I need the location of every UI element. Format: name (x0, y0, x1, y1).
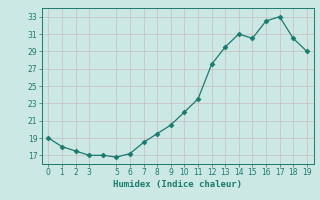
X-axis label: Humidex (Indice chaleur): Humidex (Indice chaleur) (113, 180, 242, 189)
